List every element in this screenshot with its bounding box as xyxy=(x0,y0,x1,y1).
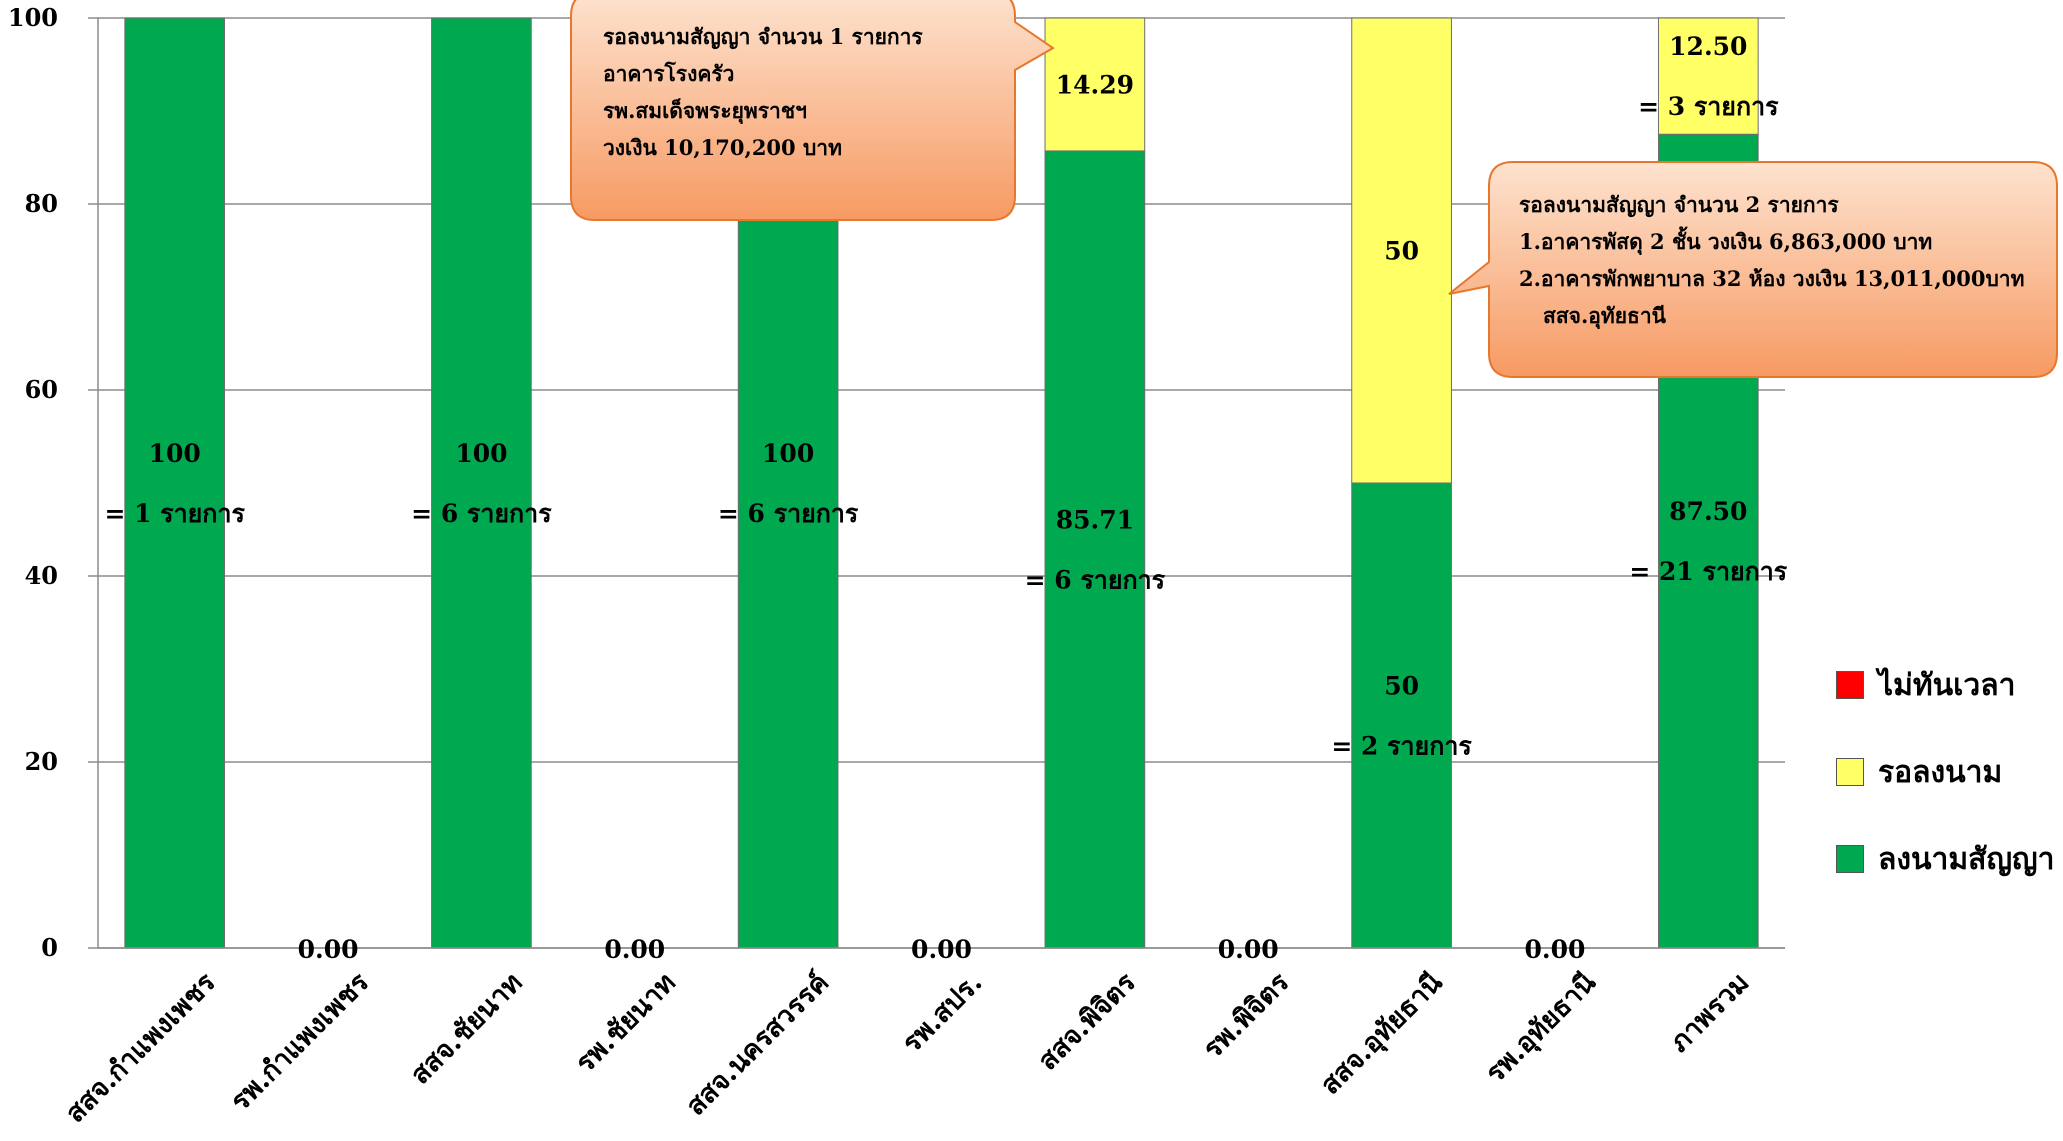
bar-segment xyxy=(431,17,532,949)
legend-swatch-red xyxy=(1836,671,1864,699)
data-label: = 1 รายการ xyxy=(104,499,245,528)
legend-swatch-yellow xyxy=(1836,758,1864,786)
callout-pending-uthai: รอลงนามสัญญา จำนวน 2 รายการ 1.อาคารพัสดุ… xyxy=(1448,161,2058,378)
data-label: 87.50 xyxy=(1669,497,1747,526)
legend-label: ไม่ทันเวลา xyxy=(1878,667,2016,703)
x-tick-label: สสจ.พิจิตร xyxy=(1032,967,1142,1077)
bar-segment xyxy=(1657,17,1759,135)
data-label: 100 xyxy=(762,439,814,468)
zero-data-label: 0.00 xyxy=(298,935,359,964)
callout-line: อาคารโรงครัว xyxy=(603,61,735,86)
y-tick-label: 100 xyxy=(8,3,58,32)
zero-data-label: 0.00 xyxy=(1525,935,1586,964)
zero-data-label: 0.00 xyxy=(911,935,972,964)
bar-segment xyxy=(1044,17,1146,152)
callout-line: วงเงิน 10,170,200 บาท xyxy=(603,135,842,160)
data-label: = 3 รายการ xyxy=(1638,92,1779,121)
zero-data-label: 0.00 xyxy=(1218,935,1279,964)
x-tick-label: ภาพรวม xyxy=(1664,967,1755,1058)
legend-item-pending: รอลงนาม xyxy=(1836,747,2054,797)
bar-segment xyxy=(124,17,226,949)
callout-line: รอลงนามสัญญา จำนวน 1 รายการ xyxy=(603,24,923,49)
x-tick-label: สสจ.กำแพงเพชร xyxy=(60,967,222,1129)
callout-line: 2.อาคารพักพยาบาล 32 ห้อง วงเงิน 13,011,0… xyxy=(1519,266,2025,291)
x-tick-label: สสจ.อุทัยธานี xyxy=(1315,967,1450,1102)
y-tick-label: 0 xyxy=(41,933,58,962)
callout-line: สสจ.อุทัยธานี xyxy=(1543,303,1666,328)
data-label: 100 xyxy=(455,439,507,468)
data-labels: 100 = 1 รายการ 100 = 6 รายการ 100 = 6 รายการ 8… xyxy=(104,32,1787,964)
data-label: = 6 รายการ xyxy=(411,499,552,528)
data-label: 14.29 xyxy=(1056,70,1134,99)
x-tick-label: รพ.อุทัยธานี xyxy=(1480,967,1603,1090)
data-label: 100 xyxy=(149,439,201,468)
bars xyxy=(124,17,1759,949)
data-label: = 6 รายการ xyxy=(718,499,859,528)
y-tick-label: 80 xyxy=(25,189,58,218)
y-tick-label: 60 xyxy=(25,375,58,404)
bar-segment xyxy=(1351,482,1452,949)
data-label: = 2 รายการ xyxy=(1331,732,1472,761)
x-tick-label: สสจ.นครสวรรค์ xyxy=(680,966,835,1121)
data-label: = 6 รายการ xyxy=(1025,565,1166,594)
bar-segment xyxy=(1044,150,1146,949)
bar-segment xyxy=(1351,17,1452,484)
legend-item-signed: ลงนามสัญญา xyxy=(1836,834,2054,884)
data-label: 50 xyxy=(1384,237,1419,266)
x-tick-label: รพ.สปร. xyxy=(896,967,988,1059)
zero-data-label: 0.00 xyxy=(604,935,665,964)
data-label: 12.50 xyxy=(1669,32,1747,61)
x-tick-label: สสจ.ชัยนาท xyxy=(405,967,529,1091)
data-label: 50 xyxy=(1384,672,1419,701)
x-tick-label: รพ.ชัยนาท xyxy=(570,967,682,1079)
legend-item-late: ไม่ทันเวลา xyxy=(1836,660,2054,710)
legend-label: รอลงนาม xyxy=(1878,754,2003,790)
data-label: 85.71 xyxy=(1056,505,1134,534)
legend-swatch-green xyxy=(1836,845,1864,873)
data-label: = 21 รายการ xyxy=(1629,557,1787,586)
callout-pending-kitchen: รอลงนามสัญญา จำนวน 1 รายการ อาคารโรงครัว… xyxy=(570,0,1055,222)
y-tick-label: 40 xyxy=(25,561,58,590)
callout-bubble-shape xyxy=(570,0,1055,221)
legend: ไม่ทันเวลา รอลงนาม ลงนามสัญญา xyxy=(1836,660,2054,921)
callout-line: รอลงนามสัญญา จำนวน 2 รายการ xyxy=(1519,192,1839,217)
x-tick-label: รพ.พิจิตร xyxy=(1197,967,1295,1065)
callout-line: รพ.สมเด็จพระยุพราชฯ xyxy=(603,98,807,123)
y-tick-label: 20 xyxy=(25,747,58,776)
x-tick-label: รพ.กำแพงเพชร xyxy=(225,967,376,1118)
callout-bubble-shape xyxy=(1448,161,2058,378)
callout-line: 1.อาคารพัสดุ 2 ชั้น วงเงิน 6,863,000 บาท xyxy=(1519,229,1933,254)
legend-label: ลงนามสัญญา xyxy=(1878,841,2055,877)
